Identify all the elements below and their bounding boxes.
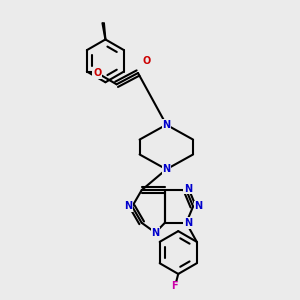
Text: N: N xyxy=(162,164,170,174)
Text: N: N xyxy=(184,184,192,194)
Text: F: F xyxy=(171,281,178,291)
Text: O: O xyxy=(93,68,101,78)
Text: N: N xyxy=(162,120,170,130)
Text: N: N xyxy=(194,202,202,212)
Text: N: N xyxy=(151,228,159,238)
Text: N: N xyxy=(184,218,192,228)
Text: N: N xyxy=(124,202,132,212)
Text: O: O xyxy=(142,56,151,65)
